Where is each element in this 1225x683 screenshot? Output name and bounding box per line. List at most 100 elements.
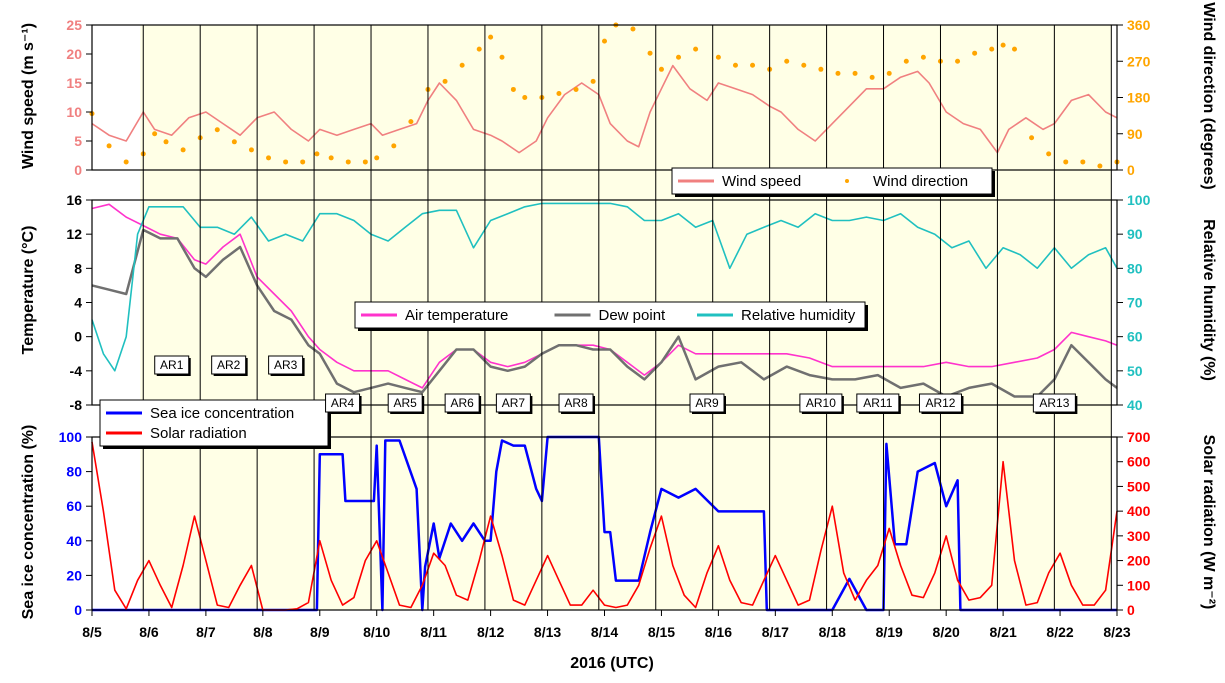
ar-label-box (558, 393, 594, 413)
ar-label-text: AR10 (806, 396, 836, 410)
wind-direction-point (693, 46, 699, 52)
x-tick-label: 8/16 (705, 624, 732, 640)
wind-direction-point (818, 66, 824, 72)
ar-label-box (211, 355, 247, 375)
ar-label-box (799, 393, 843, 413)
wind-direction-point (328, 155, 334, 161)
wind-direction-point (476, 46, 482, 52)
y-tick-label-left: 8 (74, 260, 82, 276)
wind-direction-point (266, 155, 272, 161)
y-tick-label-right: 40 (1127, 397, 1143, 413)
wind-direction-point (573, 86, 579, 92)
ar-label-box (325, 393, 361, 413)
y-tick-label-left: 40 (66, 533, 82, 549)
wind-direction-point (408, 119, 414, 125)
y-tick-label-left: 0 (74, 602, 82, 618)
y-tick-label-left: -4 (70, 363, 83, 379)
wind-direction-point (1080, 159, 1086, 165)
x-tick-label: 8/21 (989, 624, 1016, 640)
ar-label-text: AR4 (331, 396, 355, 410)
wind-direction-point (522, 95, 528, 100)
wind-direction-point (214, 127, 220, 133)
x-tick-label: 8/9 (310, 624, 330, 640)
x-tick-label: 8/12 (477, 624, 504, 640)
y-tick-label-left: 15 (66, 75, 82, 91)
wind-direction-point (1097, 163, 1103, 169)
ar-label-text: AR12 (925, 396, 955, 410)
x-tick-label: 8/20 (933, 624, 960, 640)
legend-label: Dew point (599, 307, 667, 324)
y-tick-label-left: -8 (70, 397, 83, 413)
wind-direction-point (314, 151, 320, 157)
wind-direction-point (488, 34, 494, 40)
ar-label-text: AR5 (394, 396, 418, 410)
legend-group: Wind speed Wind direction Air temperature D… (99, 167, 995, 449)
x-tick-label: 8/18 (819, 624, 846, 640)
x-tick-label: 8/17 (762, 624, 789, 640)
wind-direction-point (391, 143, 397, 149)
wind-direction-point (989, 46, 995, 52)
sea-ice-legend-box (99, 399, 329, 447)
y-tick-label-right: 70 (1127, 295, 1143, 311)
y-tick-label-left: 5 (74, 133, 82, 149)
wind-direction-point (630, 26, 636, 32)
y-tick-label-right: 90 (1127, 126, 1143, 142)
y-tick-label-right: 80 (1127, 260, 1143, 276)
wind-direction-point (163, 139, 169, 145)
wind-direction-point (903, 58, 909, 64)
wind-speed-axis-title: Wind speed (m s⁻¹) (20, 23, 37, 169)
x-tick-label: 8/23 (1103, 624, 1130, 640)
wind-direction-point (345, 159, 351, 165)
y-tick-label-right: 60 (1127, 329, 1143, 345)
wind-direction-point (362, 159, 368, 165)
x-tick-label: 8/22 (1046, 624, 1073, 640)
wind-direction-point (180, 147, 186, 153)
x-tick-label: 8/14 (591, 624, 618, 640)
legend-label: Air temperature (405, 307, 508, 324)
sea-ice-axis-title: Sea ice concentration (%) (20, 425, 37, 620)
x-tick-label: 8/7 (196, 624, 216, 640)
wind-direction-point (869, 74, 875, 80)
wind-direction-point (715, 54, 721, 60)
wind-direction-point (852, 70, 858, 76)
temperature-axis-title: Temperature (°C) (20, 226, 37, 355)
wind-direction-point (248, 147, 254, 153)
legend-label: Relative humidity (741, 307, 856, 324)
wind-direction-point (231, 139, 237, 145)
y-tick-label-right: 100 (1127, 577, 1151, 593)
wind-speed-line (91, 64, 1118, 154)
y-tick-label-left: 25 (66, 17, 82, 33)
wind-direction-point (442, 78, 448, 84)
wind-direction-point (1000, 42, 1006, 48)
wind-direction-point (152, 131, 158, 137)
x-tick-label: 8/6 (139, 624, 159, 640)
ar-label-text: AR7 (502, 396, 526, 410)
tick-group: 0 5 10 15 20 25 0 90 180 270 360 -8 -4 0 4 8 12 16 40 50 60 7… (59, 17, 1151, 640)
legend-label: Wind direction (873, 173, 968, 190)
x-tick-label: 8/13 (534, 624, 561, 640)
wind-direction-point (499, 54, 505, 60)
y-tick-label-right: 500 (1127, 478, 1151, 494)
legend-label: Solar radiation (150, 425, 247, 442)
wind-direction-point (750, 62, 756, 68)
wind-direction-point (300, 159, 306, 165)
wind-direction-point (1012, 46, 1017, 52)
y-tick-label-left: 0 (74, 329, 82, 345)
relative-humidity-axis-title: Relative humidity (%) (1200, 219, 1217, 381)
y-tick-label-left: 20 (66, 567, 82, 583)
legend-label: Sea ice concentration (150, 405, 294, 422)
wind-direction-point (732, 62, 738, 68)
ar-label-text: AR2 (217, 358, 241, 372)
y-tick-label-right: 90 (1127, 226, 1143, 242)
x-tick-label: 8/15 (648, 624, 675, 640)
wind-direction-point (1063, 159, 1069, 165)
wind-direction-axis-title: Wind direction (degrees) (1200, 2, 1217, 189)
temperature-legend-box (354, 301, 866, 329)
y-tick-label-right: 270 (1127, 53, 1151, 69)
y-tick-label-right: 300 (1127, 528, 1151, 544)
x-tick-label: 8/11 (420, 624, 447, 640)
ar-label-box (856, 393, 900, 413)
wind-direction-point (123, 159, 129, 165)
y-tick-label-left: 20 (66, 46, 82, 62)
